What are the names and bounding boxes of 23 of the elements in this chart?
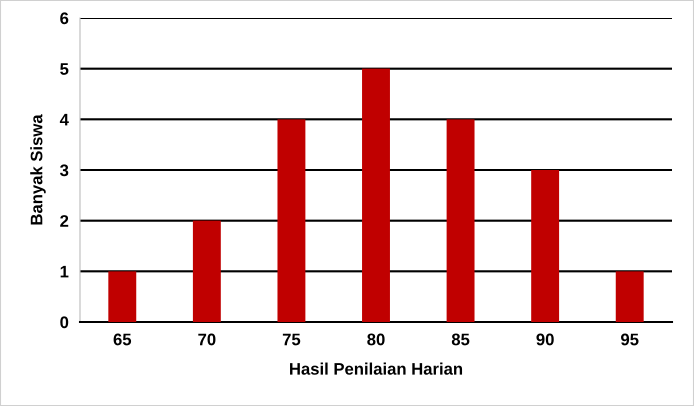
bar bbox=[616, 271, 644, 322]
y-tick-label: 5 bbox=[60, 63, 68, 75]
y-tick-label: 2 bbox=[60, 215, 68, 227]
x-tick-label: 90 bbox=[536, 334, 554, 346]
bar bbox=[446, 119, 475, 322]
bar bbox=[362, 68, 390, 322]
bar bbox=[192, 220, 221, 322]
y-tick-label: 4 bbox=[60, 114, 69, 126]
x-tick-label: 85 bbox=[452, 334, 470, 346]
y-axis-title: Banyak Siswa bbox=[30, 114, 46, 224]
bar bbox=[277, 119, 306, 322]
x-tick-label: 75 bbox=[282, 334, 300, 346]
x-tick-label: 80 bbox=[367, 334, 385, 346]
y-tick-label: 6 bbox=[60, 12, 68, 24]
bar bbox=[108, 271, 136, 322]
x-axis-title: Hasil Penilaian Harian bbox=[290, 362, 462, 375]
x-tick-label: 95 bbox=[621, 334, 639, 346]
x-tick-label: 70 bbox=[198, 334, 216, 346]
y-tick-label: 1 bbox=[60, 266, 68, 278]
x-tick-label: 65 bbox=[114, 334, 132, 346]
y-tick-label: 0 bbox=[60, 316, 68, 328]
bar bbox=[531, 170, 560, 322]
y-tick-label: 3 bbox=[60, 164, 68, 176]
